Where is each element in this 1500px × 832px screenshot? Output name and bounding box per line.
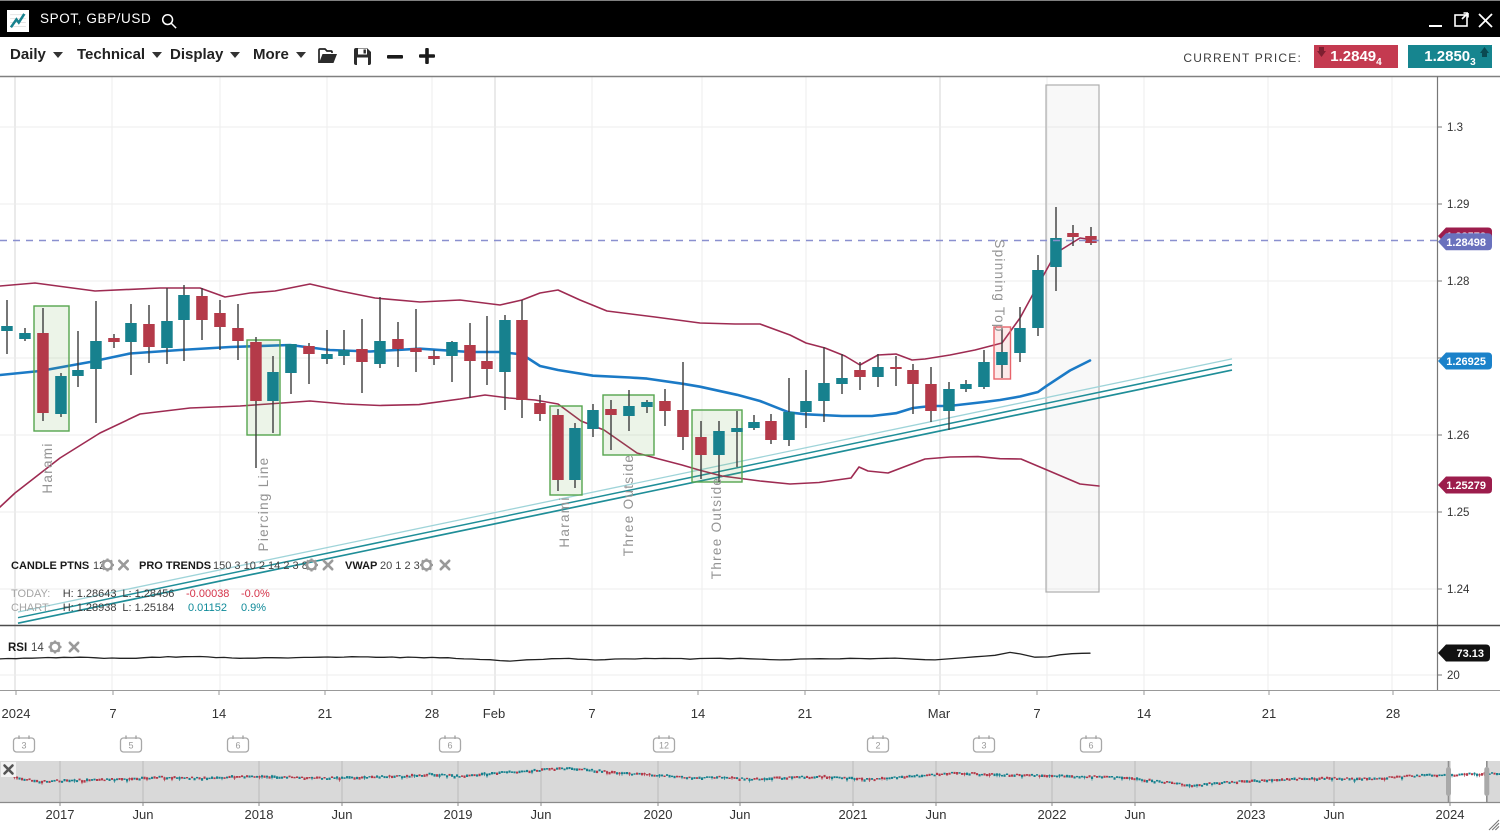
svg-text:1.28498: 1.28498 bbox=[1446, 237, 1486, 249]
svg-text:CANDLE PTNS: CANDLE PTNS bbox=[11, 560, 89, 572]
svg-text:21: 21 bbox=[798, 706, 812, 721]
svg-text:Jun: Jun bbox=[531, 807, 552, 822]
svg-text:H: 1.28643: H: 1.28643 bbox=[63, 588, 117, 600]
svg-text:6: 6 bbox=[235, 741, 240, 751]
svg-text:1.24: 1.24 bbox=[1447, 584, 1470, 596]
svg-text:2: 2 bbox=[875, 741, 880, 751]
svg-text:3: 3 bbox=[981, 741, 986, 751]
svg-text:Jun: Jun bbox=[1125, 807, 1146, 822]
svg-text:Three Outside: Three Outside bbox=[709, 477, 724, 579]
svg-text:21: 21 bbox=[1262, 706, 1276, 721]
svg-text:21: 21 bbox=[318, 706, 332, 721]
svg-text:H: 1.28938: H: 1.28938 bbox=[63, 602, 117, 614]
svg-text:14: 14 bbox=[691, 706, 705, 721]
svg-text:2024: 2024 bbox=[2, 706, 31, 721]
svg-text:2024: 2024 bbox=[1436, 807, 1465, 822]
svg-text:Jun: Jun bbox=[926, 807, 947, 822]
svg-text:1.25279: 1.25279 bbox=[1446, 480, 1486, 492]
svg-text:Jun: Jun bbox=[1324, 807, 1345, 822]
svg-text:PRO TRENDS: PRO TRENDS bbox=[139, 560, 211, 572]
svg-text:TODAY:: TODAY: bbox=[11, 588, 50, 600]
svg-text:2018: 2018 bbox=[245, 807, 274, 822]
svg-text:2021: 2021 bbox=[839, 807, 868, 822]
svg-text:2022: 2022 bbox=[1038, 807, 1067, 822]
svg-text:Harami: Harami bbox=[557, 496, 572, 547]
svg-text:1.26: 1.26 bbox=[1447, 430, 1469, 442]
svg-text:Harami: Harami bbox=[40, 442, 55, 493]
svg-text:Jun: Jun bbox=[332, 807, 353, 822]
svg-text:5: 5 bbox=[128, 741, 133, 751]
svg-text:-0.00038: -0.00038 bbox=[186, 588, 229, 600]
svg-text:1.26925: 1.26925 bbox=[1446, 356, 1486, 368]
svg-text:14: 14 bbox=[31, 642, 44, 654]
svg-text:Three Outside: Three Outside bbox=[621, 454, 636, 556]
svg-text:3: 3 bbox=[21, 741, 26, 751]
svg-text:CHART:: CHART: bbox=[11, 602, 51, 614]
svg-text:6: 6 bbox=[447, 741, 452, 751]
svg-text:1.29: 1.29 bbox=[1447, 199, 1469, 211]
svg-text:RSI: RSI bbox=[8, 642, 27, 654]
svg-text:Piercing Line: Piercing Line bbox=[256, 457, 271, 552]
svg-text:20: 20 bbox=[1447, 670, 1460, 682]
svg-text:14: 14 bbox=[1137, 706, 1151, 721]
svg-text:1.3: 1.3 bbox=[1447, 122, 1463, 134]
svg-text:7: 7 bbox=[109, 706, 116, 721]
svg-text:28: 28 bbox=[425, 706, 439, 721]
svg-text:150 3 10 2 14 2 3 8: 150 3 10 2 14 2 3 8 bbox=[213, 560, 308, 572]
svg-text:7: 7 bbox=[1033, 706, 1040, 721]
svg-text:2023: 2023 bbox=[1237, 807, 1266, 822]
svg-text:Jun: Jun bbox=[133, 807, 154, 822]
svg-text:-0.0%: -0.0% bbox=[241, 588, 270, 600]
svg-text:7: 7 bbox=[588, 706, 595, 721]
svg-text:28: 28 bbox=[1386, 706, 1400, 721]
svg-text:2020: 2020 bbox=[644, 807, 673, 822]
svg-text:1.25: 1.25 bbox=[1447, 507, 1469, 519]
svg-text:2017: 2017 bbox=[46, 807, 75, 822]
svg-text:6: 6 bbox=[1088, 741, 1093, 751]
svg-text:VWAP: VWAP bbox=[345, 560, 377, 572]
svg-text:L: 1.28456: L: 1.28456 bbox=[122, 588, 174, 600]
svg-text:20 1 2 3: 20 1 2 3 bbox=[380, 560, 420, 572]
svg-text:0.9%: 0.9% bbox=[241, 602, 266, 614]
svg-text:Jun: Jun bbox=[730, 807, 751, 822]
svg-text:Mar: Mar bbox=[928, 706, 951, 721]
svg-text:Feb: Feb bbox=[483, 706, 505, 721]
svg-text:2019: 2019 bbox=[444, 807, 473, 822]
svg-text:0.01152: 0.01152 bbox=[188, 602, 227, 614]
svg-text:12: 12 bbox=[659, 741, 669, 751]
svg-text:L: 1.25184: L: 1.25184 bbox=[122, 602, 174, 614]
svg-text:73.13: 73.13 bbox=[1456, 648, 1484, 660]
svg-text:Spinning Top: Spinning Top bbox=[992, 239, 1007, 332]
svg-text:14: 14 bbox=[212, 706, 226, 721]
svg-text:1.28: 1.28 bbox=[1447, 276, 1469, 288]
svg-text:12: 12 bbox=[93, 560, 105, 572]
